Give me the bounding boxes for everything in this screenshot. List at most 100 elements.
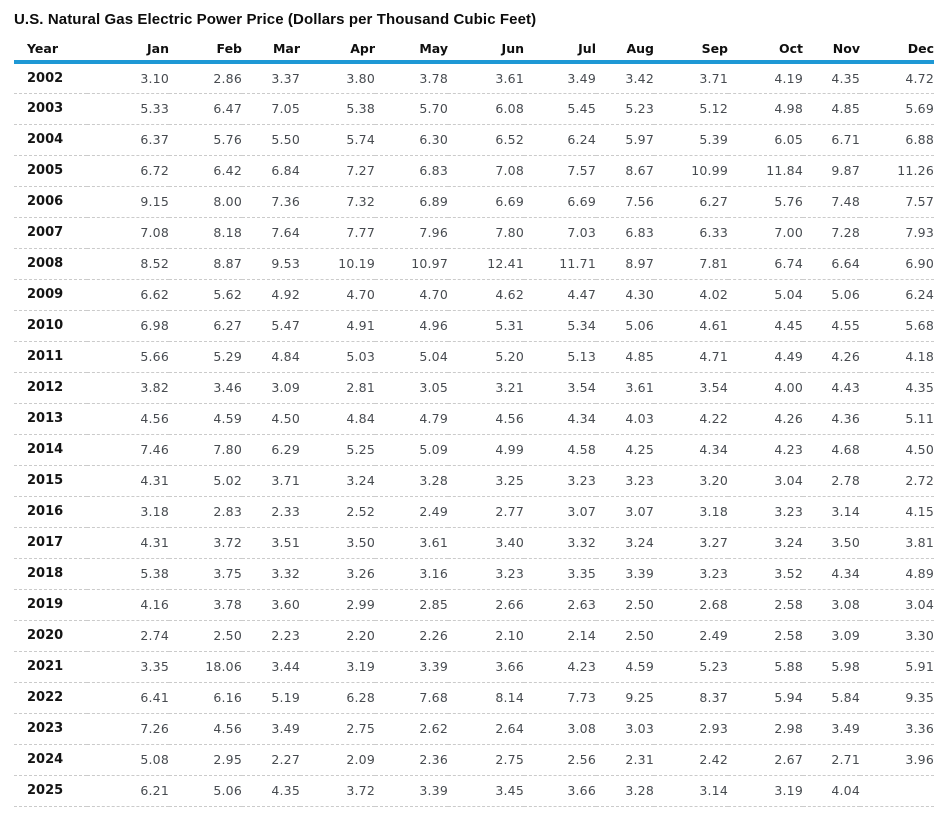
table-row: 2023 7.26 4.56 3.49 2.75 2.62 2.64 3.08 3.03 2.93…	[14, 713, 934, 745]
price-cell: 5.12	[654, 93, 728, 125]
price-cell: 3.28	[596, 775, 654, 807]
year-cell: 2009	[14, 279, 87, 311]
month-column-header: May	[375, 36, 448, 64]
price-cell: 4.18	[860, 341, 934, 373]
price-cell: 4.59	[169, 403, 242, 435]
price-cell: 2.23	[242, 620, 300, 652]
price-cell: 4.22	[654, 403, 728, 435]
price-cell: 2.10	[448, 620, 524, 652]
price-cell: 4.34	[654, 434, 728, 466]
price-cell: 3.28	[375, 465, 448, 497]
year-cell: 2012	[14, 372, 87, 404]
price-cell: 5.09	[375, 434, 448, 466]
price-cell: 7.28	[803, 217, 860, 249]
price-cell: 5.02	[169, 465, 242, 497]
price-cell: 5.04	[375, 341, 448, 373]
price-cell	[860, 775, 934, 807]
year-cell: 2024	[14, 744, 87, 776]
price-cell: 3.27	[654, 527, 728, 559]
price-cell: 7.26	[87, 713, 169, 745]
price-cell: 7.77	[300, 217, 375, 249]
price-cell: 9.25	[596, 682, 654, 714]
price-cell: 5.91	[860, 651, 934, 683]
year-cell: 2011	[14, 341, 87, 373]
price-cell: 5.39	[654, 124, 728, 156]
price-cell: 7.93	[860, 217, 934, 249]
price-cell: 9.35	[860, 682, 934, 714]
price-cell: 4.26	[803, 341, 860, 373]
price-cell: 3.78	[169, 589, 242, 621]
price-cell: 2.75	[300, 713, 375, 745]
price-cell: 3.40	[448, 527, 524, 559]
price-cell: 3.08	[524, 713, 596, 745]
table-row: 2002 3.10 2.86 3.37 3.80 3.78 3.61 3.49 3.42 3.71…	[14, 62, 934, 94]
price-cell: 2.64	[448, 713, 524, 745]
price-cell: 5.88	[728, 651, 803, 683]
price-cell: 3.07	[524, 496, 596, 528]
price-cell: 7.80	[169, 434, 242, 466]
price-cell: 3.61	[448, 62, 524, 94]
table-row: 2016 3.18 2.83 2.33 2.52 2.49 2.77 3.07 3.07 3.18…	[14, 496, 934, 528]
price-cell: 2.75	[448, 744, 524, 776]
price-cell: 11.26	[860, 155, 934, 187]
price-cell: 4.96	[375, 310, 448, 342]
price-cell: 3.71	[654, 62, 728, 94]
price-cell: 4.23	[524, 651, 596, 683]
month-column-header: Jan	[87, 36, 169, 64]
page-title: U.S. Natural Gas Electric Power Price (D…	[14, 11, 537, 28]
price-cell: 6.74	[728, 248, 803, 280]
price-cell: 3.32	[242, 558, 300, 590]
table-row: 2015 4.31 5.02 3.71 3.24 3.28 3.25 3.23 3.23 3.20…	[14, 465, 934, 497]
price-cell: 2.49	[654, 620, 728, 652]
price-cell: 2.83	[169, 496, 242, 528]
price-cell: 4.92	[242, 279, 300, 311]
month-column-header: Apr	[300, 36, 375, 64]
price-cell: 4.00	[728, 372, 803, 404]
price-cell: 4.50	[242, 403, 300, 435]
table-row: 2017 4.31 3.72 3.51 3.50 3.61 3.40 3.32 3.24 3.27…	[14, 527, 934, 559]
price-cell: 7.68	[375, 682, 448, 714]
table-row: 2011 5.66 5.29 4.84 5.03 5.04 5.20 5.13 4.85 4.71…	[14, 341, 934, 373]
price-cell: 2.14	[524, 620, 596, 652]
price-cell: 4.02	[654, 279, 728, 311]
price-cell: 5.97	[596, 124, 654, 156]
price-cell: 2.66	[448, 589, 524, 621]
table-row: 2007 7.08 8.18 7.64 7.77 7.96 7.80 7.03 6.83 6.33…	[14, 217, 934, 249]
price-cell: 2.95	[169, 744, 242, 776]
month-column-header: Dec	[860, 36, 934, 64]
price-cell: 2.33	[242, 496, 300, 528]
year-column-header: Year	[14, 36, 87, 64]
price-cell: 5.62	[169, 279, 242, 311]
price-cell: 4.16	[87, 589, 169, 621]
price-cell: 5.08	[87, 744, 169, 776]
year-cell: 2021	[14, 651, 87, 683]
price-cell: 2.68	[654, 589, 728, 621]
price-cell: 4.03	[596, 403, 654, 435]
price-cell: 4.49	[728, 341, 803, 373]
price-cell: 5.47	[242, 310, 300, 342]
price-cell: 4.23	[728, 434, 803, 466]
price-cell: 5.84	[803, 682, 860, 714]
month-column-header: Mar	[242, 36, 300, 64]
price-cell: 6.47	[169, 93, 242, 125]
table-row: 2004 6.37 5.76 5.50 5.74 6.30 6.52 6.24 5.97 5.39…	[14, 124, 934, 156]
price-cell: 4.68	[803, 434, 860, 466]
price-cell: 18.06	[169, 651, 242, 683]
price-cell: 5.20	[448, 341, 524, 373]
year-cell: 2013	[14, 403, 87, 435]
price-cell: 6.42	[169, 155, 242, 187]
price-cell: 6.30	[375, 124, 448, 156]
price-cell: 5.11	[860, 403, 934, 435]
price-cell: 8.97	[596, 248, 654, 280]
price-cell: 4.91	[300, 310, 375, 342]
price-cell: 2.78	[803, 465, 860, 497]
price-cell: 2.50	[596, 589, 654, 621]
price-cell: 5.45	[524, 93, 596, 125]
price-cell: 2.58	[728, 589, 803, 621]
price-cell: 6.08	[448, 93, 524, 125]
price-cell: 4.30	[596, 279, 654, 311]
table-row: 2005 6.72 6.42 6.84 7.27 6.83 7.08 7.57 8.67 10.9…	[14, 155, 934, 187]
price-cell: 3.50	[300, 527, 375, 559]
year-cell: 2022	[14, 682, 87, 714]
